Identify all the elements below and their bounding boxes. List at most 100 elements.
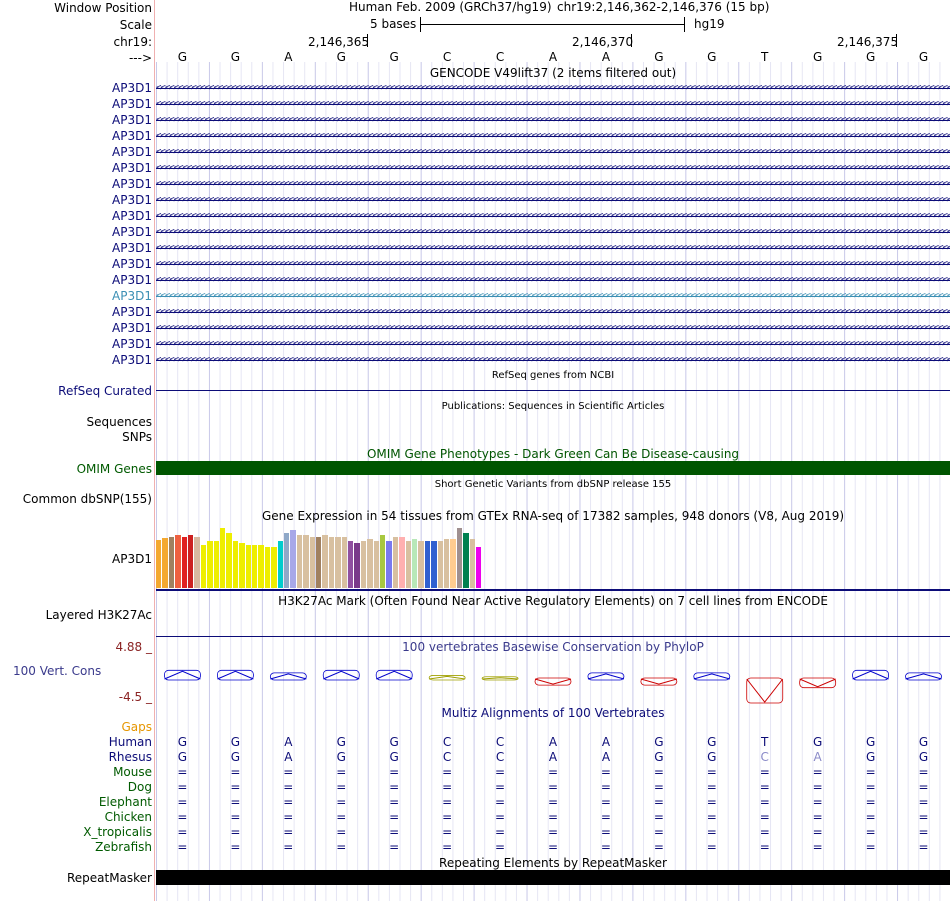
gtex-tissue-bar[interactable] (444, 539, 450, 588)
gtex-tissue-bar[interactable] (450, 539, 456, 588)
gtex-tissue-bar[interactable] (418, 541, 424, 588)
gtex-tissue-bar[interactable] (380, 535, 386, 588)
gencode-item-label[interactable]: AP3D1 (112, 337, 152, 351)
species-label[interactable]: Human (108, 735, 152, 749)
gtex-tissue-bar[interactable] (213, 541, 219, 588)
gtex-tissue-bar[interactable] (437, 541, 443, 588)
gtex-tissue-bar[interactable] (303, 535, 309, 588)
gtex-tissue-bar[interactable] (322, 535, 328, 588)
gencode-item-label[interactable]: AP3D1 (112, 161, 152, 175)
gtex-tissue-bar[interactable] (232, 541, 239, 588)
gtex-tissue-bar[interactable] (252, 545, 258, 588)
publications-label[interactable]: Sequences (86, 415, 152, 429)
gtex-tissue-bar[interactable] (194, 537, 200, 588)
gtex-label[interactable]: AP3D1 (112, 552, 152, 566)
gtex-tissue-bar[interactable] (476, 547, 482, 588)
gencode-item-label[interactable]: AP3D1 (112, 81, 152, 95)
refseq-label[interactable]: RefSeq Curated (58, 384, 152, 398)
gtex-tissue-bar[interactable] (271, 547, 277, 588)
gtex-tissue-bar[interactable] (316, 537, 322, 588)
gtex-tissue-bar[interactable] (264, 547, 271, 588)
gtex-tissue-bar[interactable] (200, 545, 207, 588)
species-label[interactable]: X_tropicalis (83, 825, 152, 839)
gtex-tissue-bar[interactable] (354, 543, 360, 588)
gtex-tissue-bar[interactable] (373, 541, 379, 588)
gencode-item-label[interactable]: AP3D1 (112, 193, 152, 207)
gtex-tissue-bar[interactable] (399, 537, 405, 588)
gtex-tissue-bar[interactable] (463, 533, 469, 588)
gencode-item-label[interactable]: AP3D1 (112, 145, 152, 159)
gtex-tissue-bar[interactable] (156, 540, 162, 588)
gencode-item-label[interactable]: AP3D1 (112, 129, 152, 143)
omim-title[interactable]: OMIM Gene Phenotypes - Dark Green Can Be… (366, 447, 740, 461)
gencode-item-label[interactable]: AP3D1 (112, 209, 152, 223)
gtex-tissue-bar[interactable] (168, 537, 175, 588)
gtex-tissue-bar[interactable] (348, 541, 354, 588)
gtex-tissue-bar[interactable] (360, 541, 367, 588)
gtex-tissue-bar[interactable] (284, 533, 290, 588)
gencode-item-label[interactable]: AP3D1 (112, 273, 152, 287)
gencode-item-label[interactable]: AP3D1 (112, 353, 152, 367)
repeatmasker-bar[interactable] (156, 870, 950, 885)
gtex-tissue-bar[interactable] (296, 535, 303, 588)
gtex-tissue-bar[interactable] (162, 538, 168, 588)
species-label[interactable]: Mouse (113, 765, 152, 779)
gencode-item-label[interactable]: AP3D1 (112, 177, 152, 191)
gtex-tissue-bar[interactable] (392, 537, 399, 588)
gencode-item-label[interactable]: AP3D1 (112, 241, 152, 255)
gencode-title[interactable]: GENCODE V49lift37 (2 items filtered out) (429, 66, 677, 80)
gtex-tissue-bar[interactable] (175, 535, 181, 588)
gtex-tissue-bar[interactable] (469, 539, 475, 588)
gtex-tissue-bar[interactable] (328, 537, 335, 588)
gencode-item-label[interactable]: AP3D1 (112, 289, 152, 303)
multiz-title[interactable]: Multiz Alignments of 100 Vertebrates (441, 706, 665, 720)
omim-label[interactable]: OMIM Genes (76, 462, 152, 476)
gencode-item-label[interactable]: AP3D1 (112, 225, 152, 239)
gtex-tissue-bar[interactable] (220, 528, 226, 588)
gtex-tissue-bar[interactable] (226, 533, 232, 588)
gencode-item-label[interactable]: AP3D1 (112, 113, 152, 127)
gtex-tissue-bar[interactable] (245, 545, 251, 588)
gtex-tissue-bar[interactable] (290, 530, 296, 588)
gtex-tissue-bar[interactable] (207, 541, 213, 588)
phylop-title[interactable]: 100 vertebrates Basewise Conservation by… (402, 640, 704, 654)
gtex-bars[interactable] (156, 524, 556, 588)
gtex-tissue-bar[interactable] (181, 537, 187, 588)
gtex-tissue-bar[interactable] (341, 537, 347, 588)
gencode-item-label[interactable]: AP3D1 (112, 257, 152, 271)
species-label[interactable]: Zebrafish (95, 840, 152, 854)
phylop-plot[interactable] (156, 655, 950, 705)
h3k27ac-label[interactable]: Layered H3K27Ac (45, 608, 152, 622)
publications-title[interactable]: Publications: Sequences in Scientific Ar… (441, 401, 665, 412)
gtex-tissue-bar[interactable] (386, 541, 392, 588)
species-label[interactable]: Elephant (98, 795, 152, 809)
species-label[interactable]: Dog (127, 780, 152, 794)
refseq-title[interactable]: RefSeq genes from NCBI (491, 370, 615, 381)
gtex-tissue-bar[interactable] (188, 535, 194, 588)
gencode-item-label[interactable]: AP3D1 (112, 321, 152, 335)
gtex-tissue-bar[interactable] (424, 541, 431, 588)
gtex-tissue-bar[interactable] (258, 545, 264, 588)
gtex-tissue-bar[interactable] (431, 541, 437, 588)
phylop-label[interactable]: 100 Vert. Cons (13, 664, 102, 678)
gtex-tissue-bar[interactable] (367, 539, 373, 588)
gtex-tissue-bar[interactable] (309, 537, 315, 588)
dbsnp-title[interactable]: Short Genetic Variants from dbSNP releas… (434, 479, 672, 490)
gtex-tissue-bar[interactable] (405, 541, 411, 588)
refseq-line[interactable] (156, 390, 950, 391)
gtex-title[interactable]: Gene Expression in 54 tissues from GTEx … (261, 509, 845, 523)
species-label[interactable]: Chicken (104, 810, 152, 824)
gtex-tissue-bar[interactable] (335, 537, 341, 588)
dbsnp-label[interactable]: Common dbSNP(155) (22, 492, 152, 506)
gencode-item-label[interactable]: AP3D1 (112, 97, 152, 111)
snps-label[interactable]: SNPs (122, 430, 152, 444)
repeatmasker-label[interactable]: RepeatMasker (66, 871, 152, 885)
repeatmasker-title[interactable]: Repeating Elements by RepeatMasker (439, 856, 667, 870)
gtex-tissue-bar[interactable] (239, 543, 245, 588)
h3k27ac-title[interactable]: H3K27Ac Mark (Often Found Near Active Re… (278, 594, 828, 608)
species-label[interactable]: Rhesus (108, 750, 152, 764)
gaps-label[interactable]: Gaps (121, 720, 152, 734)
gencode-item-label[interactable]: AP3D1 (112, 305, 152, 319)
omim-bar[interactable] (156, 461, 950, 475)
gtex-tissue-bar[interactable] (456, 528, 463, 588)
